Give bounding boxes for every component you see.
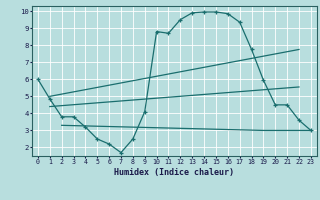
X-axis label: Humidex (Indice chaleur): Humidex (Indice chaleur) [115, 168, 234, 177]
